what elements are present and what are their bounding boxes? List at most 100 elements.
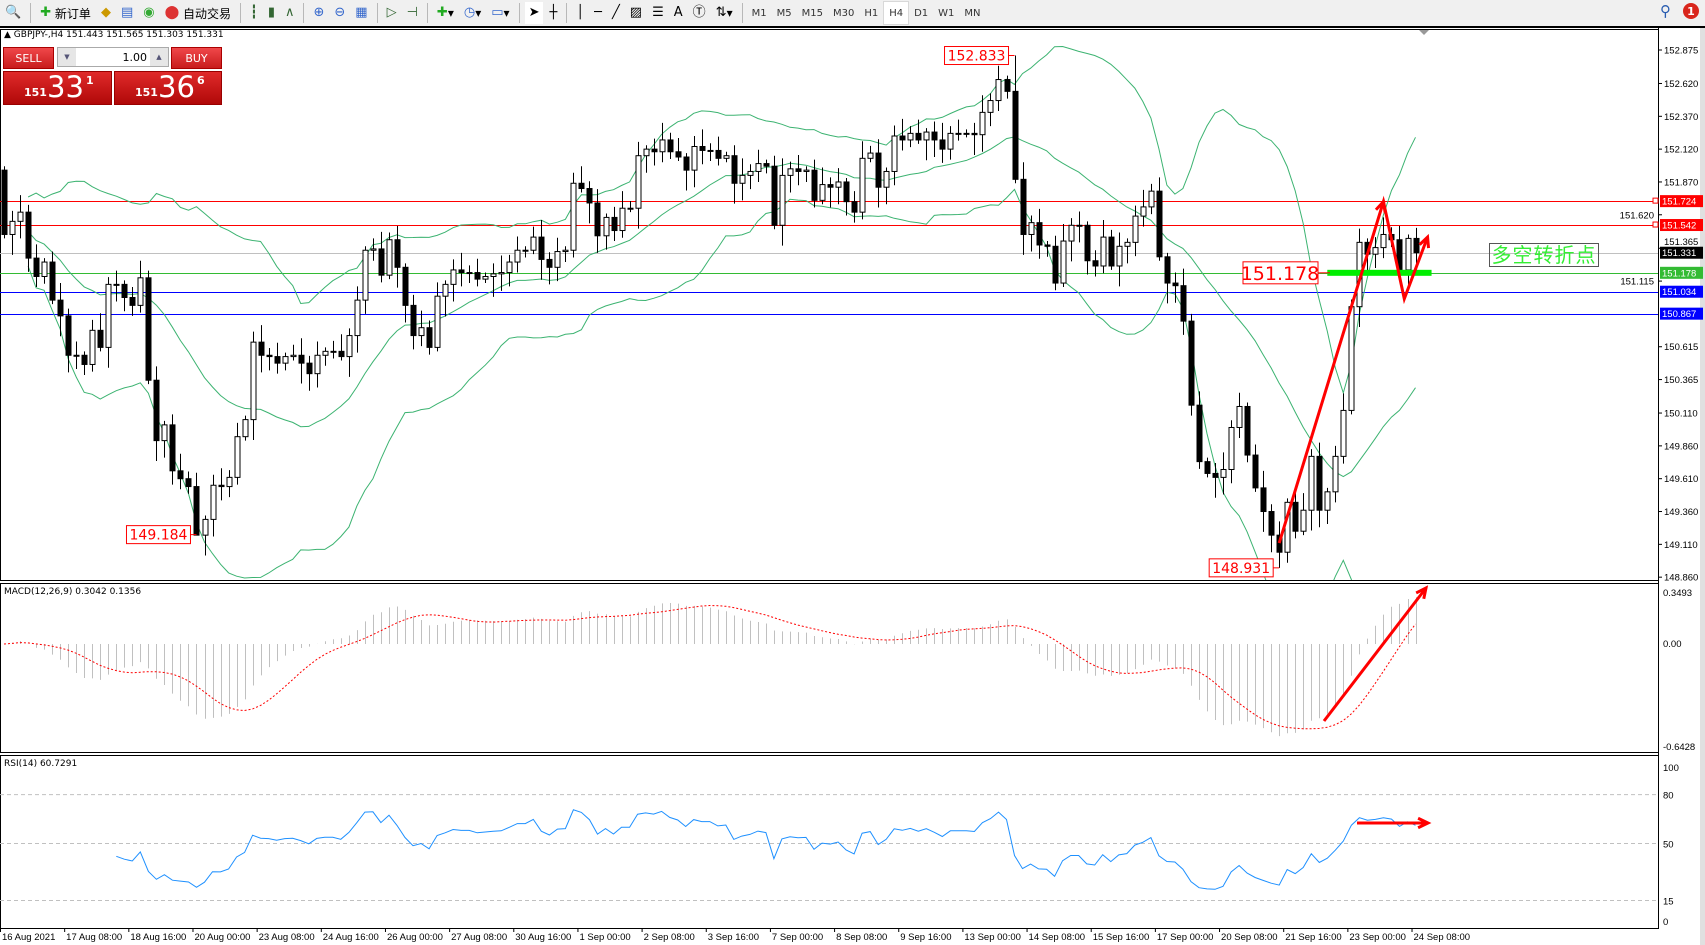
market-watch-button[interactable]: ▤ [117, 2, 137, 24]
bearish-candle [474, 272, 481, 280]
lot-size-field[interactable]: ▼ 1.00 ▲ [57, 47, 169, 67]
toolbar-divider [518, 3, 520, 23]
text-label-button[interactable]: Ⓣ [689, 2, 710, 24]
arrow-head-icon [1415, 585, 1429, 600]
bearish-candle [667, 139, 674, 153]
price-level-tag-label: 151.724 [1662, 197, 1696, 208]
autoscroll-button[interactable]: ▷ [383, 2, 401, 24]
notification-badge[interactable]: 1 [1683, 3, 1699, 19]
bearish-candle [1108, 236, 1115, 267]
price-tick-label: 152.875 [1664, 46, 1698, 57]
line-chart-button[interactable]: ∧ [281, 2, 299, 24]
toolbar-divider [30, 3, 32, 23]
rsi-axis-label: 15 [1663, 897, 1674, 908]
zoom-search-button[interactable]: 🔍 [1, 2, 25, 24]
bearish-candle [1036, 222, 1043, 246]
bearish-candle [683, 156, 690, 171]
bullish-candle [803, 169, 810, 172]
chart-shift-button[interactable]: ⊣ [403, 2, 422, 24]
right-scroll-strip [1700, 28, 1705, 945]
lot-size-value[interactable]: 1.00 [122, 50, 148, 64]
bullish-candle [883, 170, 890, 188]
timeframe-h1[interactable]: H1 [864, 7, 879, 19]
bearish-candle [306, 362, 313, 375]
timeframe-h4[interactable]: H4 [883, 1, 910, 25]
timeframe-d1[interactable]: D1 [914, 7, 929, 19]
price-tick-label: 151.115 [1620, 277, 1654, 288]
bullish-candle [619, 207, 626, 232]
signals-button[interactable]: ◉ [139, 2, 158, 24]
trendline-button[interactable]: ╱ [608, 2, 624, 24]
sell-button[interactable]: SELL [3, 47, 54, 69]
vertical-line-button[interactable]: │ [572, 2, 588, 24]
bullish-candle [707, 149, 714, 152]
zoom-out-button[interactable]: ⊖ [330, 2, 349, 24]
history-center-button[interactable]: ◆ [97, 2, 115, 24]
fibonacci-button[interactable]: ☰ [648, 2, 668, 24]
reversal-point-annotation[interactable]: 多空转折点 [1489, 243, 1599, 267]
buy-button[interactable]: BUY [171, 47, 222, 69]
new-order-button[interactable]: ✚ 新订单 [36, 2, 95, 24]
price-level-tag-label: 150.867 [1662, 309, 1696, 320]
rsi-axis-label: 100 [1663, 763, 1679, 774]
bearish-candle [145, 277, 152, 381]
bearish-candle [699, 146, 706, 151]
support-zone-bar [1327, 269, 1432, 276]
lot-decrease-icon[interactable]: ▼ [58, 48, 76, 66]
bollinger-middle-band [27, 136, 1416, 478]
lot-increase-icon[interactable]: ▲ [150, 48, 168, 66]
autoscroll-icon: ▷ [386, 5, 397, 20]
text-button[interactable]: A [670, 2, 687, 24]
cursor-button[interactable]: ➤ [524, 2, 544, 24]
timeframe-mn[interactable]: MN [964, 7, 981, 19]
bullish-candle [635, 155, 642, 209]
bearish-candle [1316, 455, 1323, 511]
search-icon[interactable]: ⚲ [1660, 2, 1671, 20]
tile-windows-button[interactable]: ▦ [351, 2, 371, 24]
bullish-candle [482, 275, 489, 280]
bar-chart-button[interactable]: ┇ [246, 2, 262, 24]
bearish-candle [1012, 90, 1019, 180]
timeframe-m5[interactable]: M5 [776, 7, 792, 19]
horizontal-line-button[interactable]: ─ [590, 2, 606, 24]
candlestick-button[interactable]: ▮ [264, 2, 279, 24]
candlestick-icon: ▮ [267, 5, 275, 20]
price-label-box [1208, 558, 1274, 578]
arrows-button[interactable]: ⇅ ▾ [715, 5, 733, 21]
bullish-candle [1380, 233, 1387, 249]
timeframe-w1[interactable]: W1 [938, 7, 955, 19]
crosshair-button[interactable]: ┼ [545, 2, 561, 24]
periods-button[interactable]: ◷ ▾ [463, 5, 482, 21]
bearish-candle [266, 354, 273, 358]
indicators-button[interactable]: ✚ ▾ [436, 5, 454, 21]
rsi-title: RSI(14) 60.7291 [4, 759, 78, 769]
price-tick-label: 150.615 [1664, 342, 1698, 353]
price-tick-label: 148.860 [1664, 573, 1698, 584]
price-label-box [125, 525, 191, 545]
zoom-in-button[interactable]: ⊕ [309, 2, 328, 24]
sell-price-fraction: 1 [86, 74, 94, 87]
templates-button[interactable]: ▭ ▾ [491, 5, 510, 21]
time-axis-label: 20 Aug 00:00 [194, 932, 250, 943]
bullish-candle [354, 299, 361, 337]
bearish-candle [458, 269, 465, 274]
bullish-candle [41, 261, 48, 277]
bearish-candle [594, 202, 601, 237]
bullish-candle [362, 249, 369, 301]
channel-button[interactable]: ▨ [626, 2, 646, 24]
sell-price-button[interactable]: 151 33 1 [3, 70, 112, 105]
buy-price-button[interactable]: 151 36 6 [114, 70, 222, 105]
bullish-candle [1148, 190, 1155, 208]
toolbar-divider [741, 3, 743, 23]
rsi-axis-label: 0 [1663, 917, 1668, 928]
bullish-candle [498, 272, 505, 275]
timeframe-m30[interactable]: M30 [832, 7, 855, 19]
timeframe-m15[interactable]: M15 [801, 7, 823, 19]
auto-trading-button[interactable]: ⬤ 自动交易 [161, 2, 235, 24]
bullish-candle [1324, 491, 1331, 511]
timeframe-m1[interactable]: M1 [751, 7, 767, 19]
bearish-candle [258, 341, 265, 356]
time-axis-label: 3 Sep 16:00 [708, 932, 759, 943]
bullish-candle [554, 251, 561, 268]
